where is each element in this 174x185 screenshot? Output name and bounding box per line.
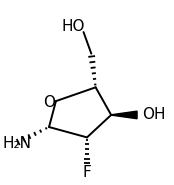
Text: OH: OH [142, 107, 166, 122]
Text: F: F [83, 165, 91, 180]
Polygon shape [111, 111, 137, 119]
Text: H₂N: H₂N [2, 136, 31, 151]
Text: HO: HO [61, 18, 85, 33]
Text: O: O [43, 95, 55, 110]
